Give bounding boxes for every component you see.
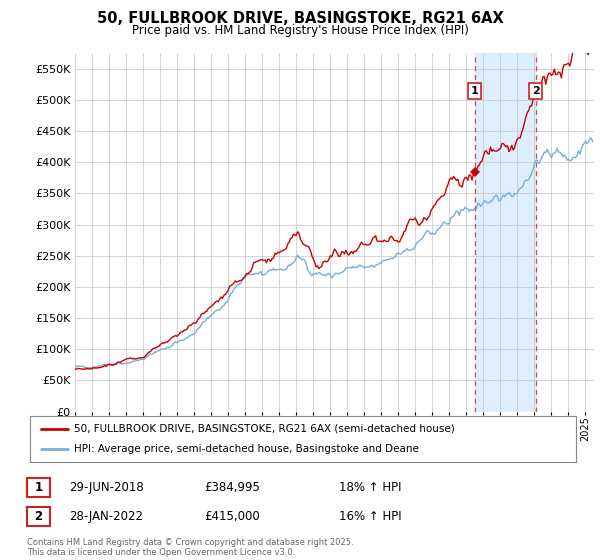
Text: 16% ↑ HPI: 16% ↑ HPI bbox=[339, 510, 401, 523]
Text: 50, FULLBROOK DRIVE, BASINGSTOKE, RG21 6AX: 50, FULLBROOK DRIVE, BASINGSTOKE, RG21 6… bbox=[97, 11, 503, 26]
Text: 50, FULLBROOK DRIVE, BASINGSTOKE, RG21 6AX (semi-detached house): 50, FULLBROOK DRIVE, BASINGSTOKE, RG21 6… bbox=[74, 424, 454, 434]
Text: £384,995: £384,995 bbox=[204, 480, 260, 494]
Text: HPI: Average price, semi-detached house, Basingstoke and Deane: HPI: Average price, semi-detached house,… bbox=[74, 444, 419, 454]
Bar bbox=[475, 53, 536, 412]
Text: 1: 1 bbox=[34, 480, 43, 494]
Text: £415,000: £415,000 bbox=[204, 510, 260, 523]
Text: 28-JAN-2022: 28-JAN-2022 bbox=[69, 510, 143, 523]
Text: 2: 2 bbox=[532, 86, 539, 96]
Text: 2: 2 bbox=[34, 510, 43, 523]
Text: 18% ↑ HPI: 18% ↑ HPI bbox=[339, 480, 401, 494]
Text: 29-JUN-2018: 29-JUN-2018 bbox=[69, 480, 144, 494]
Text: 1: 1 bbox=[471, 86, 479, 96]
Text: Contains HM Land Registry data © Crown copyright and database right 2025.
This d: Contains HM Land Registry data © Crown c… bbox=[27, 538, 353, 557]
Text: Price paid vs. HM Land Registry's House Price Index (HPI): Price paid vs. HM Land Registry's House … bbox=[131, 24, 469, 36]
